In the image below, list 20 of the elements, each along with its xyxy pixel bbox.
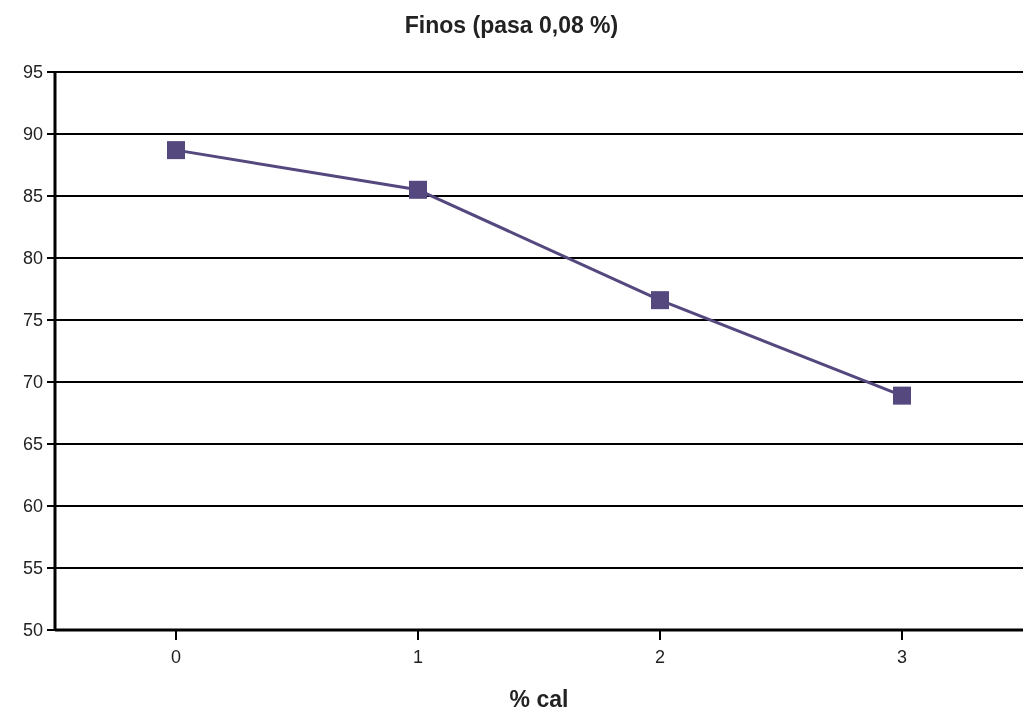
point bbox=[167, 141, 185, 160]
y-tick-label: 80 bbox=[22, 248, 43, 269]
y-tick-label: 50 bbox=[22, 620, 43, 641]
x-tick-label: 0 bbox=[170, 646, 182, 667]
y-tick-label: 75 bbox=[22, 310, 43, 331]
x-axis-title: % cal bbox=[508, 686, 570, 713]
x-tick-label: 1 bbox=[412, 646, 424, 667]
chart-title: Finos (pasa 0,08 %) bbox=[403, 12, 620, 39]
y-tick-label: 90 bbox=[22, 124, 43, 145]
y-tick-label: 55 bbox=[22, 558, 43, 579]
x-tick-label: 3 bbox=[896, 646, 908, 667]
point bbox=[409, 180, 427, 199]
y-tick-label: 95 bbox=[22, 62, 43, 83]
y-tick-label: 60 bbox=[22, 496, 43, 517]
point bbox=[651, 291, 669, 310]
y-tick-label: 85 bbox=[22, 186, 43, 207]
y-tick-label: 70 bbox=[22, 372, 43, 393]
y-tick-label: 65 bbox=[22, 434, 43, 455]
point bbox=[893, 386, 911, 405]
x-tick-label: 2 bbox=[654, 646, 666, 667]
